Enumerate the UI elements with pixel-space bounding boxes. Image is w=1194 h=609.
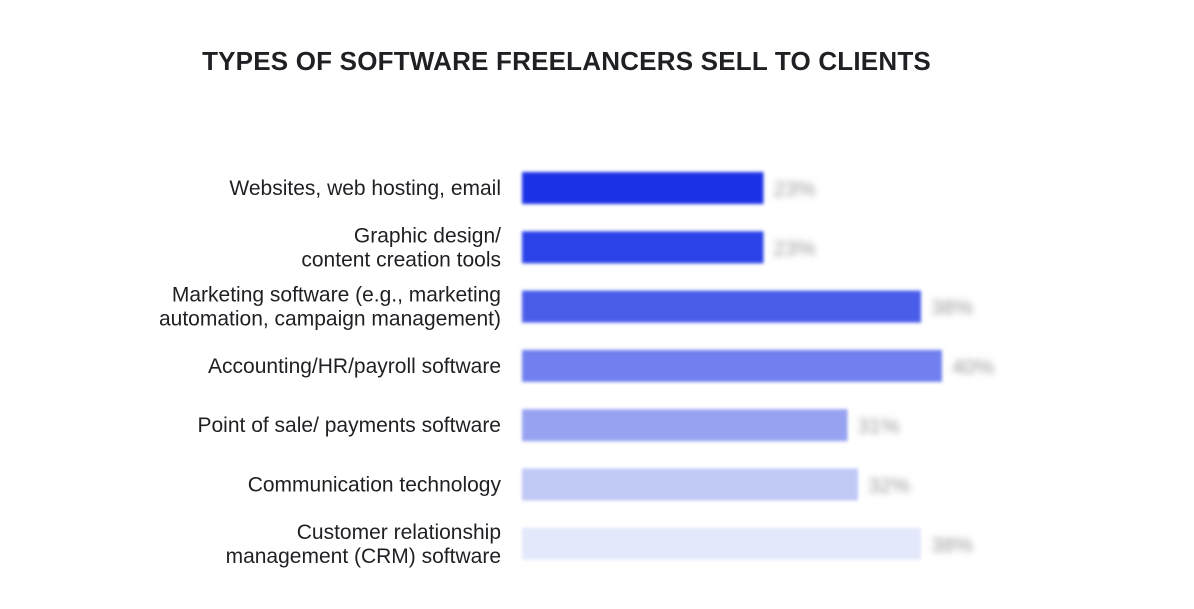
value-label-4: 40% bbox=[952, 356, 994, 379]
category-labels: Websites, web hosting, email Graphic desi… bbox=[159, 177, 502, 568]
value-label-2: 23% bbox=[774, 237, 816, 260]
bar-2 bbox=[522, 231, 764, 264]
value-label-1: 23% bbox=[774, 178, 816, 201]
value-label-3: 38% bbox=[931, 297, 973, 320]
category-label-6: Communication technology bbox=[248, 474, 502, 497]
value-label-6: 32% bbox=[868, 475, 910, 498]
category-label-5: Point of sale/ payments software bbox=[198, 414, 502, 437]
category-label-1: Websites, web hosting, email bbox=[229, 177, 501, 200]
value-labels: 23% 23% 38% 40% 31% 32% 38% bbox=[774, 178, 995, 557]
bar-5 bbox=[522, 409, 848, 442]
category-label-4: Accounting/HR/payroll software bbox=[208, 355, 501, 378]
bar-7 bbox=[522, 527, 921, 560]
value-label-5: 31% bbox=[858, 415, 900, 438]
bar-3 bbox=[522, 290, 921, 323]
bar-4 bbox=[522, 349, 942, 382]
chart-title: TYPES OF SOFTWARE FREELANCERS SELL TO CL… bbox=[202, 46, 931, 76]
value-label-7: 38% bbox=[931, 534, 973, 557]
category-label-3: Marketing software (e.g., marketing autom… bbox=[159, 284, 501, 331]
bars bbox=[522, 172, 942, 560]
bar-1 bbox=[522, 172, 764, 204]
bar-6 bbox=[522, 468, 858, 501]
category-label-2: Graphic design/content creation tools bbox=[301, 224, 501, 271]
category-label-7: Customer relationship management (CRM) so… bbox=[226, 521, 501, 568]
